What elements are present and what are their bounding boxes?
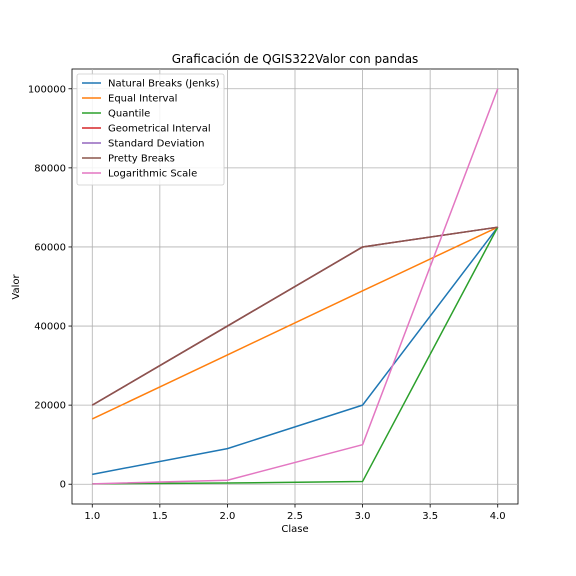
y-tick-label: 20000 (34, 401, 66, 412)
legend: Natural Breaks (Jenks) Equal Interval Quan… (76, 73, 225, 186)
y-tick-label: 60000 (34, 242, 66, 253)
legend-label: Equal Interval (108, 94, 177, 105)
x-tick-label: 3.0 (355, 511, 371, 522)
x-tick-label: 4.0 (490, 511, 506, 522)
series-line-3 (92, 226, 499, 485)
series-line-7 (92, 88, 499, 485)
x-tick-label: 1.5 (152, 511, 168, 522)
y-tick-label: 80000 (34, 163, 66, 174)
y-tick-label: 100000 (28, 84, 66, 95)
series-line-2 (91, 226, 499, 420)
legend-label: Quantile (108, 109, 150, 120)
legend-label: Geometrical Interval (108, 124, 211, 135)
x-tick-label: 2.5 (287, 511, 303, 522)
legend-label: Standard Deviation (108, 139, 205, 150)
x-tick-label: 1.0 (84, 511, 100, 522)
chart-title: Graficación de QGIS322Valor con pandas (172, 52, 419, 66)
legend-box (76, 73, 225, 186)
x-tick-label: 3.5 (422, 511, 438, 522)
series-line-1 (92, 226, 499, 476)
y-tick-label: 0 (60, 480, 66, 491)
legend-label: Logarithmic Scale (108, 169, 197, 180)
y-tick-label: 40000 (34, 322, 66, 333)
y-axis-label: Valor (11, 274, 22, 300)
series-layer (91, 88, 499, 485)
x-tick-label: 2.0 (219, 511, 235, 522)
x-axis-ticks: 1.0 1.5 2.0 2.5 3.0 3.5 4.0 (84, 504, 506, 522)
x-axis-label: Clase (281, 524, 308, 535)
legend-label: Pretty Breaks (108, 154, 175, 165)
legend-label: Natural Breaks (Jenks) (108, 79, 220, 90)
series-line-6 (91, 226, 498, 406)
y-axis-ticks: 0 20000 40000 60000 80000 100000 (28, 84, 72, 491)
